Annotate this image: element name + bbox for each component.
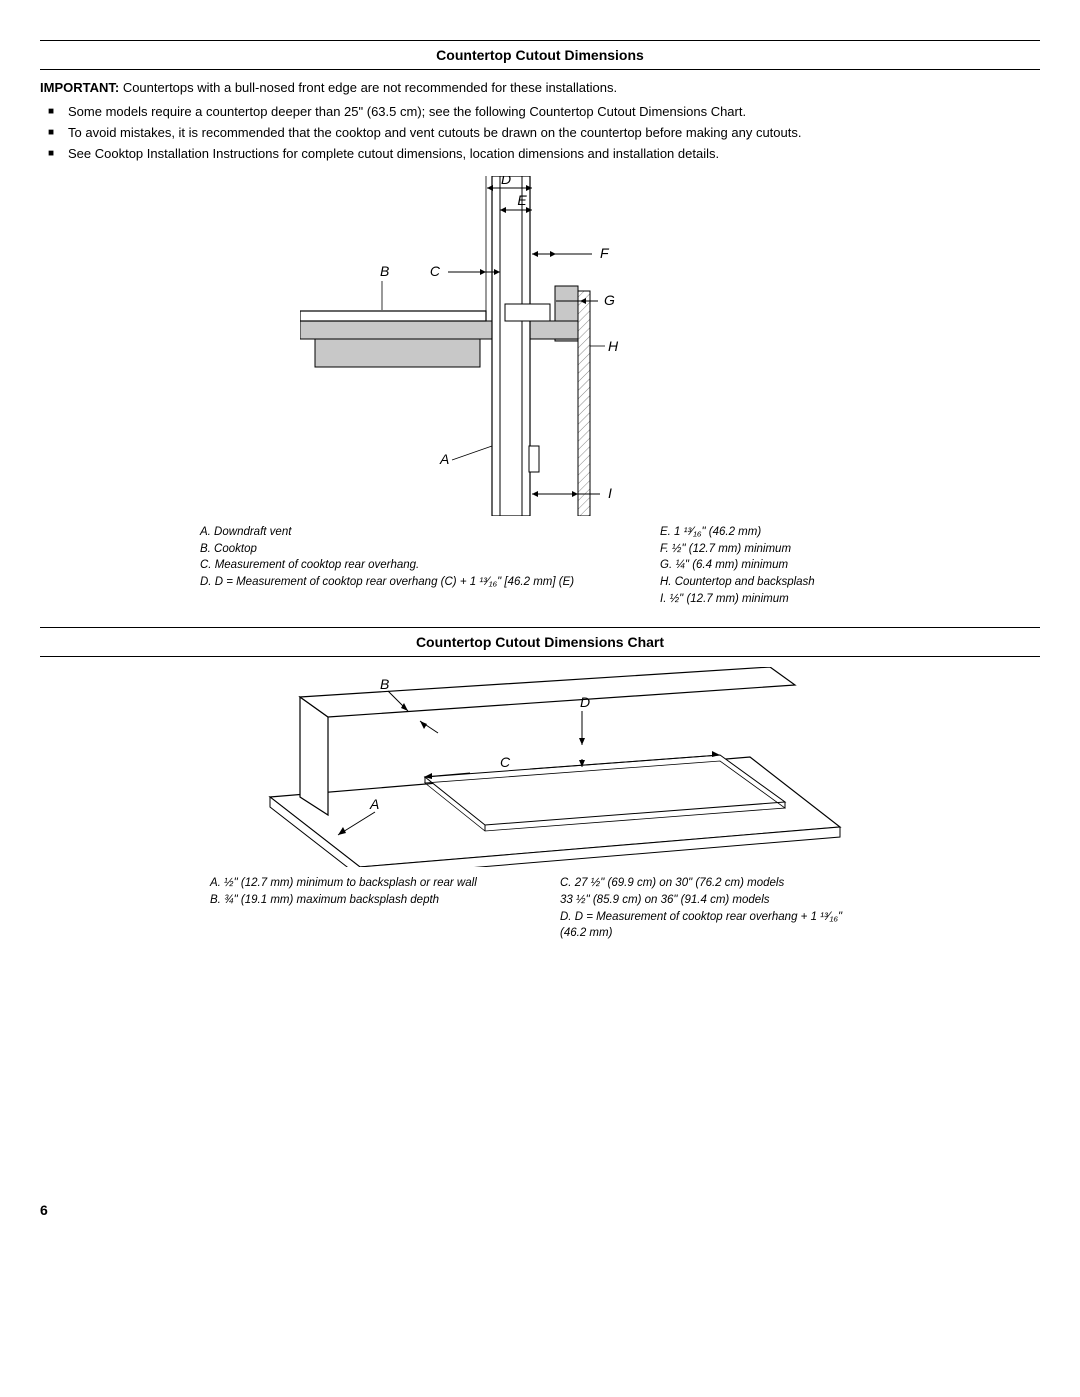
cooktop-top (300, 311, 486, 321)
dim-I: I (532, 485, 612, 501)
legend-1-left: A. Downdraft vent B. Cooktop C. Measurem… (200, 524, 630, 607)
legend-2-left: A. ½" (12.7 mm) minimum to backsplash or… (210, 875, 530, 942)
list-item: See Cooktop Installation Instructions fo… (68, 143, 1040, 164)
legend-line: B. ¾" (19.1 mm) maximum backsplash depth (210, 892, 530, 909)
legend-line: B. Cooktop (200, 541, 630, 558)
backsplash-top (300, 667, 795, 717)
label2-A: A (369, 796, 379, 812)
legend-line: A. ½" (12.7 mm) minimum to backsplash or… (210, 875, 530, 892)
label-A: A (439, 451, 449, 467)
vent-flange (505, 304, 550, 321)
countertop-slab (300, 321, 578, 339)
label-C: C (430, 263, 441, 279)
legend-1: A. Downdraft vent B. Cooktop C. Measurem… (40, 524, 1040, 607)
label-B: B (380, 263, 389, 279)
label2-D: D (580, 694, 590, 710)
label-F: F (600, 245, 610, 261)
label2-B: B (380, 676, 389, 692)
legend-2: A. ½" (12.7 mm) minimum to backsplash or… (40, 875, 1040, 942)
label-I: I (608, 485, 612, 501)
legend-line: I. ½" (12.7 mm) minimum (660, 591, 880, 608)
legend-line: H. Countertop and backsplash (660, 574, 880, 591)
label-A-group: A (439, 446, 492, 467)
label-D: D (501, 176, 511, 187)
legend-line: E. 1 ¹³⁄₁₆" (46.2 mm) (660, 524, 880, 541)
vent-outer (492, 176, 530, 516)
dim-C: C (430, 263, 500, 279)
dim-F: F (532, 245, 610, 261)
countertop-underside (315, 339, 480, 367)
isometric-diagram: B D C A (230, 667, 850, 867)
section-header-1: Countertop Cutout Dimensions (40, 40, 1040, 70)
legend-line: A. Downdraft vent (200, 524, 630, 541)
label-B-group: B (380, 263, 389, 310)
vent-bracket (529, 446, 539, 472)
legend-line: C. Measurement of cooktop rear overhang. (200, 557, 630, 574)
diagram-1-area: D E F C (40, 176, 1040, 516)
label-G: G (604, 292, 615, 308)
legend-line: D. D = Measurement of cooktop rear overh… (560, 909, 870, 942)
important-text: Countertops with a bull-nosed front edge… (119, 80, 617, 95)
cross-section-diagram: D E F C (300, 176, 780, 516)
legend-line: C. 27 ½" (69.9 cm) on 30" (76.2 cm) mode… (560, 875, 870, 908)
legend-1-right: E. 1 ¹³⁄₁₆" (46.2 mm) F. ½" (12.7 mm) mi… (660, 524, 880, 607)
important-paragraph: IMPORTANT: Countertops with a bull-nosed… (40, 80, 1040, 95)
label2-C: C (500, 754, 511, 770)
label-H-group: H (590, 338, 619, 354)
important-label: IMPORTANT: (40, 80, 119, 95)
label-E: E (517, 192, 527, 208)
bullet-list-1: Some models require a countertop deeper … (40, 101, 1040, 164)
cross-section-svg: D E F C (300, 176, 780, 516)
page-number: 6 (40, 1202, 1040, 1218)
legend-line: G. ¼" (6.4 mm) minimum (660, 557, 880, 574)
label-H: H (608, 338, 619, 354)
legend-line: D. D = Measurement of cooktop rear overh… (200, 574, 630, 591)
isometric-svg: B D C A (230, 667, 850, 867)
section-header-2: Countertop Cutout Dimensions Chart (40, 627, 1040, 657)
legend-line: F. ½" (12.7 mm) minimum (660, 541, 880, 558)
backsplash-hatch (578, 291, 590, 516)
list-item: To avoid mistakes, it is recommended tha… (68, 122, 1040, 143)
list-item: Some models require a countertop deeper … (68, 101, 1040, 122)
legend-2-right: C. 27 ½" (69.9 cm) on 30" (76.2 cm) mode… (560, 875, 870, 942)
